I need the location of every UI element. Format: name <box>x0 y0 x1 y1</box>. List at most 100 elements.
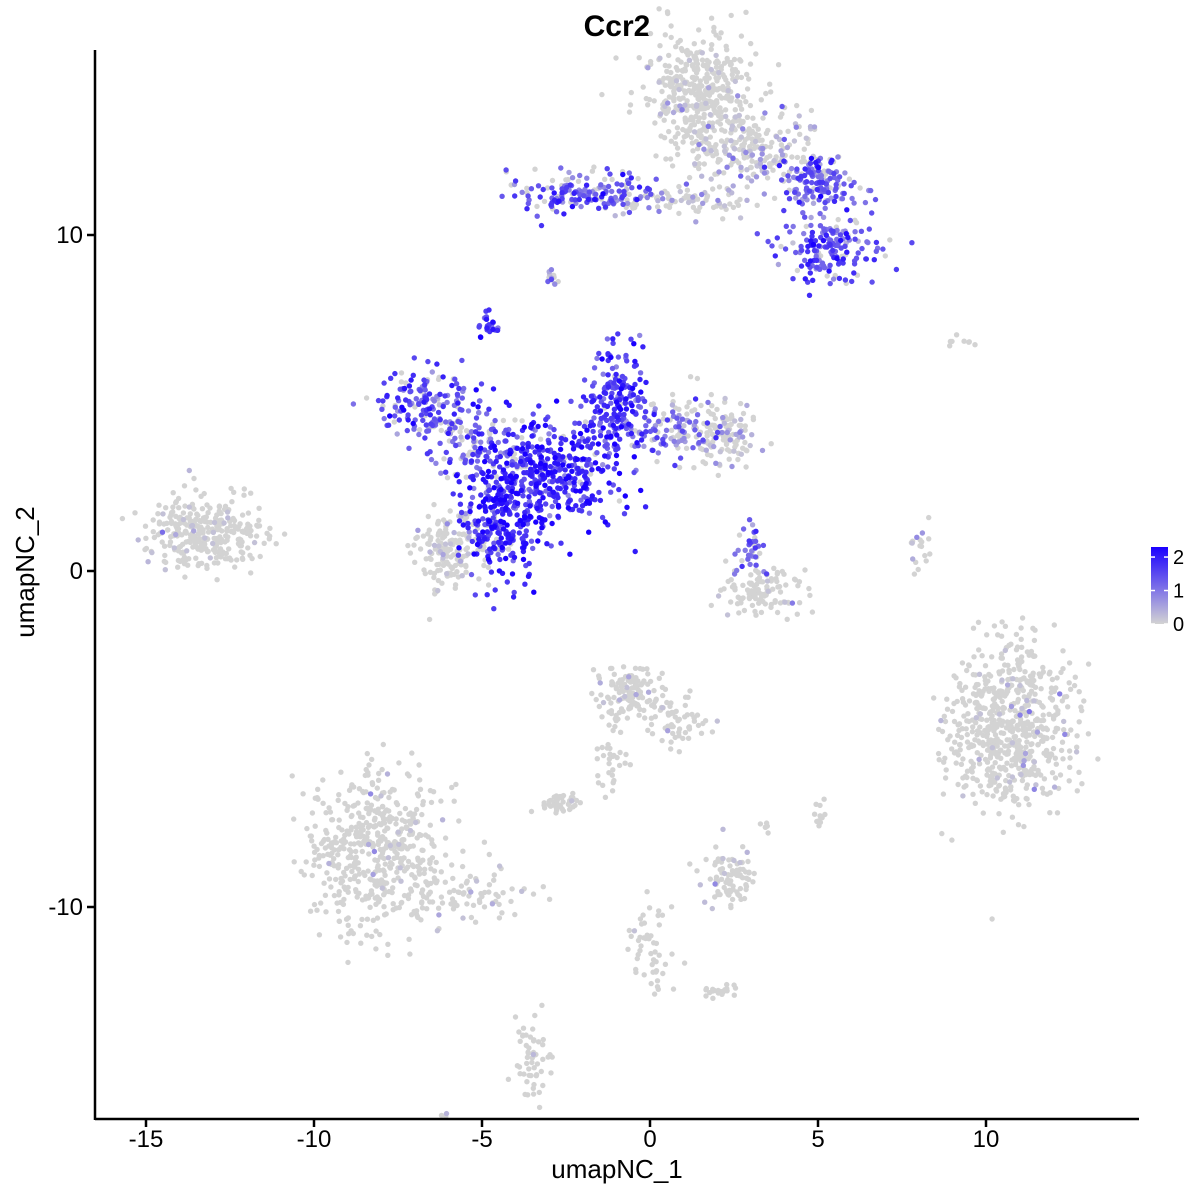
data-point <box>834 255 840 262</box>
data-point <box>659 705 666 711</box>
data-point <box>524 1054 531 1061</box>
data-point <box>1008 763 1015 769</box>
data-point <box>738 416 744 423</box>
data-point <box>638 921 645 927</box>
data-point <box>431 398 437 404</box>
data-point <box>520 441 526 447</box>
data-point <box>699 191 705 198</box>
data-point <box>494 508 501 515</box>
data-point <box>589 493 595 499</box>
data-point <box>480 516 486 522</box>
data-point <box>195 562 201 569</box>
data-point <box>805 140 811 147</box>
data-point <box>366 851 372 857</box>
data-point <box>1095 756 1101 762</box>
data-point <box>622 760 628 766</box>
data-point <box>686 419 693 425</box>
data-point <box>433 859 439 866</box>
data-point <box>703 987 709 993</box>
data-point <box>760 145 766 152</box>
data-point <box>448 901 454 907</box>
data-point <box>728 599 734 605</box>
data-point <box>640 912 646 918</box>
data-point <box>652 120 658 126</box>
data-point <box>373 946 379 952</box>
data-point <box>163 505 169 511</box>
data-point <box>711 443 717 450</box>
data-point <box>616 188 622 194</box>
data-point <box>693 418 699 425</box>
data-point <box>711 24 717 31</box>
data-point <box>643 429 649 435</box>
data-point <box>360 869 367 876</box>
data-point <box>798 263 805 269</box>
data-point <box>491 485 497 491</box>
data-point <box>681 960 688 966</box>
data-point <box>540 1042 546 1048</box>
data-point <box>1081 698 1087 704</box>
data-point <box>596 350 602 357</box>
data-point <box>869 210 875 216</box>
data-point <box>593 191 599 197</box>
data-point <box>686 724 692 731</box>
data-point <box>1026 726 1033 732</box>
data-point <box>863 256 869 262</box>
data-point <box>783 582 789 588</box>
data-point <box>447 459 453 466</box>
data-point <box>505 484 511 491</box>
data-point <box>717 105 723 111</box>
data-point <box>356 871 362 877</box>
data-point <box>443 449 449 456</box>
data-point <box>394 801 401 808</box>
data-point <box>527 1034 534 1040</box>
data-point <box>427 549 433 555</box>
data-point <box>579 444 585 450</box>
data-point <box>526 560 532 567</box>
data-point <box>725 187 732 193</box>
data-point <box>438 894 445 900</box>
data-point <box>989 916 995 922</box>
data-point <box>1012 708 1018 714</box>
data-point <box>1051 622 1058 628</box>
data-point <box>1074 733 1080 739</box>
data-point <box>481 562 487 569</box>
data-point <box>647 678 654 685</box>
data-point <box>676 86 682 93</box>
data-point <box>353 854 359 860</box>
data-point <box>718 30 724 36</box>
data-point <box>449 862 455 868</box>
data-point <box>606 760 612 767</box>
data-point <box>991 685 997 691</box>
data-point <box>720 216 726 222</box>
data-point <box>522 515 528 521</box>
data-point <box>683 49 690 55</box>
data-point <box>1005 662 1011 668</box>
data-point <box>1005 751 1011 757</box>
data-point <box>228 485 234 492</box>
data-point <box>668 34 674 41</box>
data-point <box>248 570 254 576</box>
data-point <box>606 756 613 762</box>
data-point <box>207 555 213 561</box>
data-point <box>551 450 557 456</box>
data-point <box>836 275 843 282</box>
data-point <box>338 769 344 775</box>
data-point <box>336 824 342 831</box>
data-point <box>342 873 348 879</box>
data-point <box>732 66 739 73</box>
data-point <box>952 739 958 745</box>
data-point <box>624 504 630 510</box>
data-point <box>541 800 547 806</box>
data-point <box>637 689 644 695</box>
data-point <box>737 400 744 407</box>
data-point <box>407 821 414 827</box>
data-point <box>744 86 751 92</box>
data-point <box>336 918 342 924</box>
data-point <box>975 738 981 744</box>
data-point <box>584 462 590 468</box>
data-point <box>734 567 740 574</box>
data-point <box>371 848 378 855</box>
data-point <box>1031 786 1038 792</box>
data-point <box>1024 721 1030 727</box>
data-point <box>774 609 781 616</box>
